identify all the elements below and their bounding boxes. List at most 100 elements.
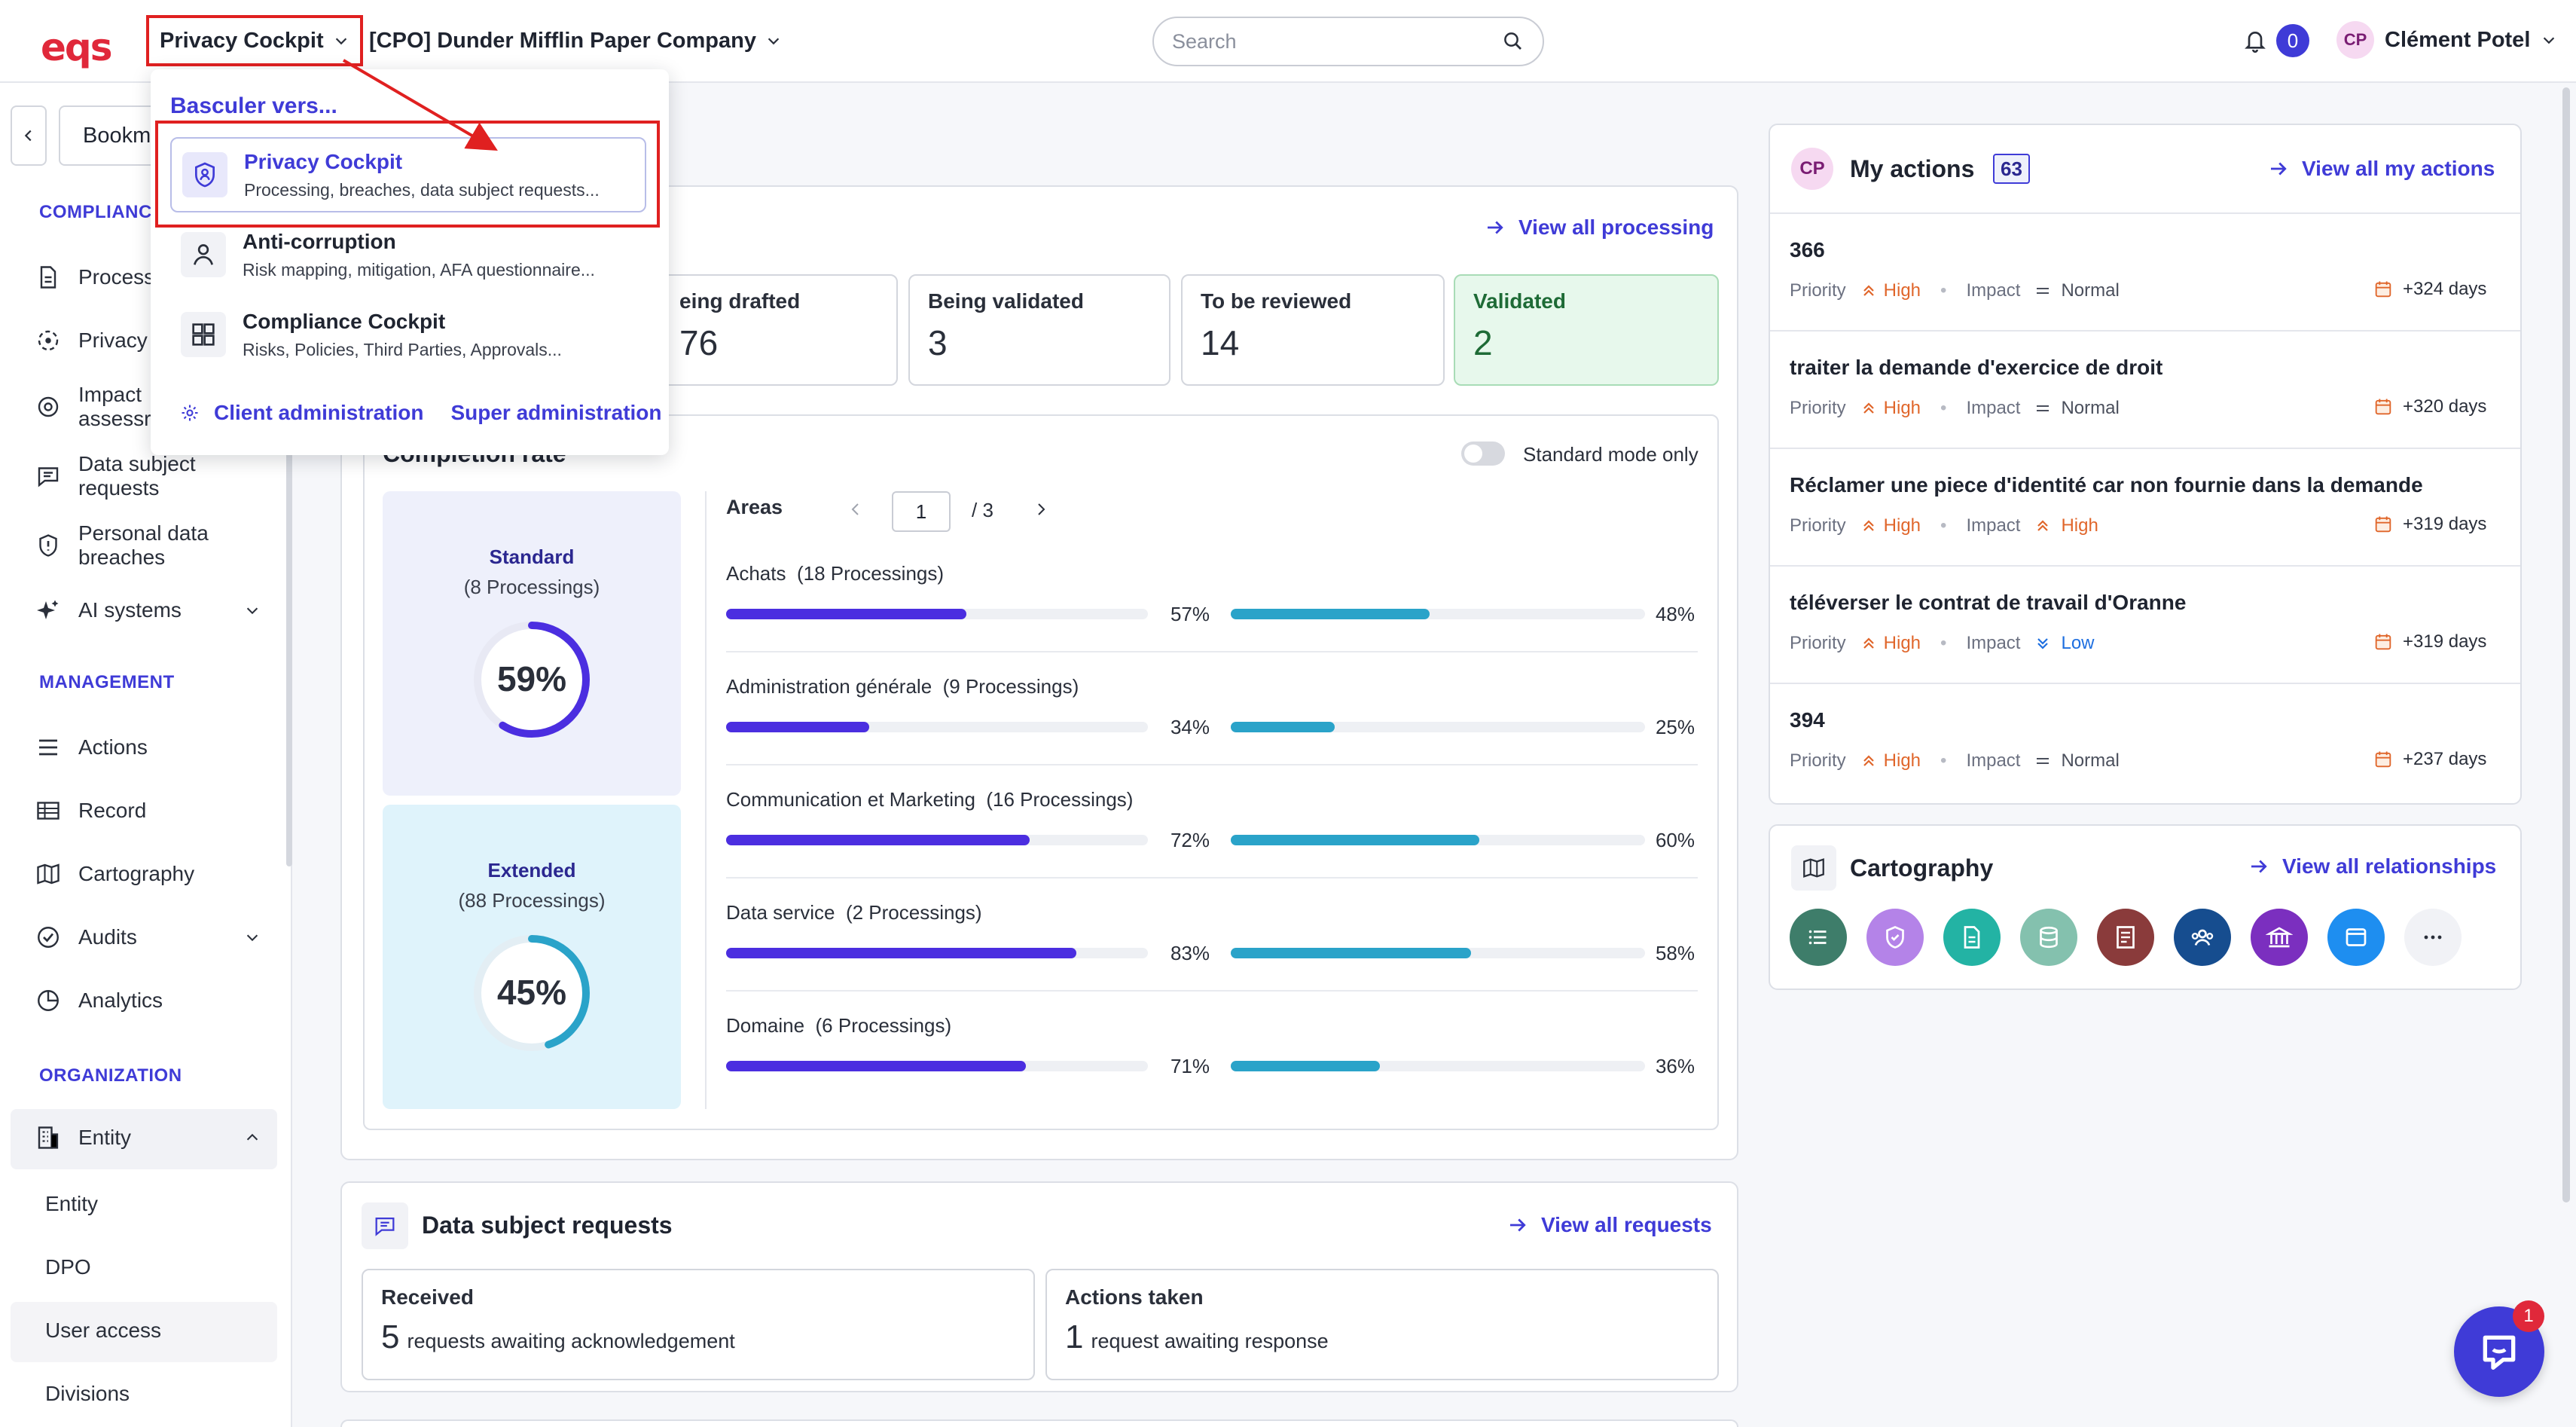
extended-percentage: 45% — [496, 973, 567, 1012]
sidebar-scrollbar[interactable] — [286, 151, 292, 866]
database-icon[interactable] — [2020, 909, 2077, 966]
view-all-relationships-link[interactable]: View all relationships — [2248, 854, 2496, 879]
module-selector[interactable]: Privacy Cockpit — [146, 15, 363, 66]
sidebar-item-actions[interactable]: Actions — [35, 734, 148, 761]
bell-icon[interactable] — [2243, 27, 2267, 54]
notification-count-badge[interactable]: 0 — [2276, 24, 2309, 57]
extended-bar-fill — [1231, 948, 1471, 958]
impact-normal-icon — [2037, 405, 2050, 411]
sidebar-subitem-entity[interactable]: Entity — [45, 1192, 99, 1215]
sidebar-item-entity[interactable]: Entity — [35, 1124, 261, 1151]
chevron-right-icon[interactable] — [1032, 500, 1050, 518]
stat-validated[interactable]: Validated 2 — [1454, 274, 1719, 386]
chat-icon — [375, 1217, 395, 1236]
actions-taken-box[interactable]: Actions taken 1 request awaiting response — [1045, 1269, 1719, 1380]
area-count: (9 Processings) — [942, 675, 1079, 698]
standard-mode-toggle[interactable] — [1461, 442, 1505, 466]
sidebar-item-personal-data-breaches[interactable]: Personal data breaches — [35, 521, 209, 570]
collapse-sidebar-button[interactable] — [11, 105, 47, 166]
help-chat-icon — [2483, 1335, 2516, 1370]
calendar-icon — [2375, 516, 2391, 533]
sidebar-item-label-2: breaches — [78, 545, 166, 570]
stat-being-drafted[interactable]: eing drafted 76 — [634, 274, 898, 386]
bookmarks-button[interactable]: Bookm — [59, 105, 157, 166]
received-box[interactable]: Received 5 requests awaiting acknowledgem… — [362, 1269, 1035, 1380]
days-text: +319 days — [2403, 514, 2487, 534]
sidebar-subitem-dpo[interactable]: DPO — [45, 1255, 91, 1279]
shield-check-icon[interactable] — [1866, 909, 1924, 966]
dsr-title: Data subject requests — [422, 1212, 673, 1239]
document-icon[interactable] — [1943, 909, 2001, 966]
dropdown-option-privacy-cockpit[interactable]: Privacy Cockpit Processing, breaches, dat… — [170, 137, 646, 212]
view-all-my-actions-link[interactable]: View all my actions — [2267, 157, 2495, 181]
search-placeholder: Search — [1172, 29, 1237, 53]
area-extended-pct: 36% — [1655, 1055, 1695, 1077]
eqs-logo[interactable]: eqs — [41, 26, 112, 69]
actions-taken-text: request awaiting response — [1091, 1330, 1329, 1352]
super-administration-link[interactable]: Super administration — [450, 401, 662, 424]
dropdown-option-compliance-cockpit[interactable]: Compliance Cockpit Risks, Policies, Third… — [170, 297, 646, 372]
extended-bar-fill — [1231, 609, 1430, 619]
institution-icon[interactable] — [2251, 909, 2308, 966]
sidebar-item-label: Personal data — [78, 521, 209, 545]
more-icon[interactable] — [2404, 909, 2462, 966]
chevron-up-icon — [246, 1133, 258, 1141]
sidebar-item-cartography[interactable]: Cartography — [35, 860, 194, 888]
user-menu[interactable]: CP Clément Potel — [2336, 21, 2557, 59]
sidebar-item-data-subject-requests[interactable]: Data subject requests — [35, 452, 196, 500]
action-title[interactable]: 366 — [1790, 238, 1825, 261]
company-selector[interactable]: [CPO] Dunder Mifflin Paper Company — [369, 15, 782, 66]
client-administration-link[interactable]: Client administration — [214, 401, 424, 424]
stat-to-be-reviewed[interactable]: To be reviewed 14 — [1181, 274, 1445, 386]
chevron-down-icon — [335, 38, 346, 45]
stat-being-validated[interactable]: Being validated 3 — [908, 274, 1170, 386]
arrow-right-icon — [2271, 162, 2287, 176]
sparkles-icon — [37, 600, 59, 619]
sidebar-item-analytics[interactable]: Analytics — [35, 987, 163, 1014]
action-title[interactable]: 394 — [1790, 708, 1825, 732]
register-icon[interactable] — [2097, 909, 2154, 966]
priority-value: High — [1860, 633, 1921, 654]
impact-low-icon — [2037, 638, 2049, 649]
people-icon[interactable] — [2174, 909, 2231, 966]
page-input[interactable]: 1 — [892, 491, 951, 532]
action-title[interactable]: traiter la demande d'exercice de droit — [1790, 356, 2163, 379]
view-all-requests-link[interactable]: View all requests — [1506, 1213, 1712, 1237]
search-icon[interactable] — [1502, 30, 1525, 53]
action-title[interactable]: téléverser le contrat de travail d'Orann… — [1790, 591, 2187, 614]
sidebar-item-record[interactable]: Record — [35, 797, 146, 824]
impact-label: Impact — [1966, 633, 2021, 653]
action-title[interactable]: Réclamer une piece d'identité car non fo… — [1790, 473, 2423, 497]
chat-icon — [38, 467, 59, 487]
map-icon — [37, 863, 60, 885]
sidebar-item-impact-assessment[interactable]: Impact assessr — [35, 383, 151, 431]
data-subject-requests-card — [340, 1181, 1738, 1392]
sidebar-item-processing[interactable]: Process — [35, 264, 154, 291]
avatar: CP — [2336, 21, 2374, 59]
priority-label: Priority — [1790, 750, 1846, 771]
page-scrollbar[interactable] — [2562, 87, 2570, 1202]
sidebar-subitem-divisions[interactable]: Divisions — [45, 1382, 130, 1405]
sidebar-item-audits[interactable]: Audits — [35, 924, 261, 951]
my-actions-count-badge: 63 — [1993, 154, 2030, 184]
section-compliance: COMPLIANCI — [39, 202, 157, 222]
sidebar-item-ai-systems[interactable]: AI systems — [35, 597, 261, 624]
view-all-processing-link[interactable]: View all processing — [1484, 215, 1714, 240]
impact-value: Normal — [2034, 398, 2120, 419]
chevron-left-icon[interactable] — [847, 500, 865, 518]
search-input[interactable]: Search — [1152, 17, 1544, 66]
sidebar-item-privacy[interactable]: Privacy — [35, 327, 148, 354]
dropdown-option-anti-corruption[interactable]: Anti-corruption Risk mapping, mitigation,… — [170, 217, 646, 292]
stat-label: eing drafted — [679, 289, 801, 313]
sidebar-subitem-user-access[interactable]: User access — [45, 1319, 162, 1342]
priority-label: Priority — [1790, 280, 1846, 301]
option-description: Risk mapping, mitigation, AFA questionna… — [243, 259, 595, 280]
priority-text: High — [1883, 280, 1921, 301]
calendar-icon — [2375, 399, 2391, 415]
document-icon — [40, 266, 56, 289]
list-icon[interactable] — [1790, 909, 1847, 966]
help-chat-button[interactable] — [2454, 1306, 2544, 1397]
separator-dot: • — [1940, 515, 1947, 536]
standard-subtitle: (8 Processings) — [463, 576, 600, 598]
window-icon[interactable] — [2327, 909, 2385, 966]
